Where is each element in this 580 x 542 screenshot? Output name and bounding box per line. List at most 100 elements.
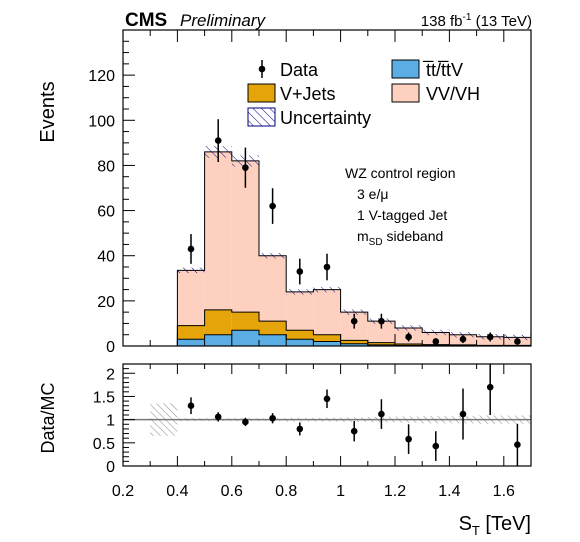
ratio-x-axis: 0.2 0.4 0.6 0.8 1 1.2 1.4 1.6: [112, 364, 532, 500]
svg-text:Uncertainty: Uncertainty: [280, 108, 371, 128]
bar-ttbar-4: [259, 334, 287, 346]
svg-text:mSD sideband: mSD sideband: [357, 228, 443, 248]
region-annotation: WZ control region 3 e/μ 1 V-tagged Jet m…: [345, 165, 455, 248]
ratio-y-axis: 0 0.5 1 1.5 2: [93, 366, 135, 476]
unc-bin-9: [395, 325, 423, 331]
ratio-ytick-label-1: 0.5: [93, 436, 115, 453]
ratio-ytick-label-0: 0: [106, 459, 115, 476]
bar-vv-2: [204, 151, 232, 310]
x-tick-label-2: 0.6: [221, 483, 243, 500]
svg-text:3 e/μ: 3 e/μ: [357, 186, 388, 202]
x-tick-label-3: 0.8: [275, 483, 297, 500]
data-point-2: [242, 164, 249, 171]
unc-bin-7: [340, 309, 368, 315]
x-tick-label-4: 1: [336, 483, 345, 500]
bar-vjets-3: [231, 312, 259, 331]
bar-vv-1: [177, 270, 205, 326]
x-axis-title: ST [TeV]: [459, 513, 531, 538]
unc-bin-4: [259, 253, 287, 259]
preliminary-label: Preliminary: [180, 11, 267, 30]
bar-vv-8: [367, 321, 395, 343]
ratio-points: [187, 364, 521, 466]
main-ytick-label-6: 120: [88, 68, 115, 85]
unc-bin-10: [422, 329, 450, 336]
svg-text:t̅t/t̅tV: t̅t/t̅tV: [422, 60, 463, 80]
data-point-3: [269, 202, 276, 210]
data-point-10: [459, 335, 467, 343]
data-point-5: [323, 263, 331, 271]
ratio-point-11: [486, 383, 494, 391]
unc-bin-1: [177, 267, 205, 274]
x-tick-label-1: 0.4: [166, 483, 188, 500]
bar-vv-4: [259, 255, 287, 322]
ratio-point-2: [242, 418, 249, 426]
ratio-y-axis-title: Data/MC: [38, 382, 58, 453]
svg-text:1 V-tagged Jet: 1 V-tagged Jet: [357, 207, 447, 223]
ratio-plot-frame: [122, 363, 532, 467]
unc-bin-13: [503, 334, 531, 341]
main-y-axis: 0 20 40 60 80 100 120: [88, 40, 135, 356]
ratio-point-9: [432, 442, 440, 450]
svg-text:WZ control region: WZ control region: [345, 165, 455, 181]
data-point-4: [296, 268, 304, 275]
legend-entry-data: Data: [258, 60, 319, 80]
data-points: [187, 119, 521, 345]
ratio-point-5: [323, 395, 331, 403]
stacked-histogram: [150, 151, 531, 346]
bar-vjets-7: [340, 340, 368, 344]
ratio-point-3: [269, 414, 276, 422]
bar-ttbar-2: [204, 334, 232, 346]
data-point-0: [187, 245, 195, 253]
main-ytick-label-3: 60: [97, 204, 115, 221]
x-tick-label-7: 1.6: [493, 483, 515, 500]
bar-vjets-8: [367, 342, 395, 345]
bar-vjets-6: [313, 334, 341, 342]
bar-ttbar-6: [313, 341, 341, 346]
ratio-point-8: [405, 435, 412, 443]
bar-ttbar-3: [231, 330, 259, 346]
legend: Data t̅t/t̅tV V+Jets VV/VH Uncertainty: [247, 59, 480, 128]
bar-vjets-4: [259, 321, 287, 335]
legend-entry-uncertainty: Uncertainty: [247, 107, 371, 128]
svg-text:V+Jets: V+Jets: [280, 84, 336, 104]
data-point-8: [405, 333, 412, 341]
svg-text:Data: Data: [280, 60, 319, 80]
ratio-ytick-label-2: 1: [106, 413, 115, 430]
bar-vjets-2: [204, 309, 232, 335]
data-point-9: [432, 338, 440, 345]
bar-ttbar-5: [286, 339, 314, 346]
x-tick-label-5: 1.2: [384, 483, 406, 500]
bar-vjets-9: [395, 343, 423, 346]
main-y-axis-title: Events: [37, 81, 59, 142]
main-ytick-label-5: 100: [88, 113, 115, 130]
cms-label: CMS: [125, 10, 167, 31]
main-ytick-label-2: 40: [97, 249, 115, 266]
ratio-point-6: [350, 427, 358, 435]
bar-ttbar-7: [340, 343, 368, 346]
bar-vv-5: [286, 291, 314, 331]
data-point-1: [214, 137, 222, 144]
main-x-axis-ticks: [122, 30, 532, 346]
main-ytick-label-4: 80: [97, 158, 115, 175]
unc-bin-5: [286, 289, 314, 295]
main-ytick-label-0: 0: [106, 339, 115, 356]
ratio-ytick-label-4: 2: [106, 366, 115, 383]
data-point-12: [514, 338, 521, 345]
ratio-point-4: [296, 425, 304, 433]
ratio-point-1: [214, 413, 222, 421]
x-tick-label-0: 0.2: [112, 483, 134, 500]
data-point-6: [350, 317, 358, 325]
ratio-ytick-label-3: 1.5: [93, 389, 115, 406]
ratio-point-7: [378, 410, 385, 418]
unc-bin-11: [449, 332, 477, 338]
ratio-point-0: [187, 402, 195, 410]
x-tick-label-6: 1.4: [438, 483, 460, 500]
ratio-point-12: [514, 441, 521, 448]
lumi-label: 138 fb-1 (13 TeV): [421, 12, 532, 30]
legend-entry-ttbar: t̅t/t̅tV: [391, 59, 463, 80]
svg-text:VV/VH: VV/VH: [426, 84, 480, 104]
legend-entry-vv: VV/VH: [391, 83, 480, 104]
main-ytick-label-1: 20: [97, 294, 115, 311]
data-point-7: [378, 317, 385, 325]
